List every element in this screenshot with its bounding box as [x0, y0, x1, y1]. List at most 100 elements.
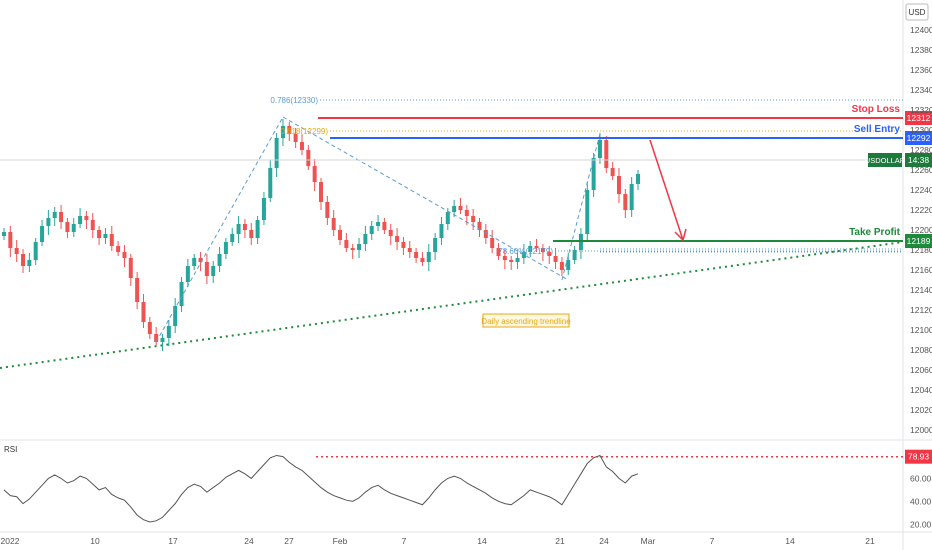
candle-body [299, 142, 304, 150]
annotation-box [482, 313, 570, 328]
price-tick-label: 12060 [910, 365, 932, 375]
candle-body [65, 222, 70, 232]
annotation-label: Daily ascending trendline [481, 317, 571, 326]
candle-body [236, 224, 241, 234]
level-label: Sell Entry [854, 124, 901, 135]
candle-body [591, 158, 596, 190]
level-label: Stop Loss [852, 104, 901, 115]
candle-body [312, 166, 317, 182]
candle-body [293, 134, 298, 142]
candle-body [192, 258, 197, 266]
candle-body [306, 150, 311, 166]
level-price-tag [905, 131, 932, 145]
candle-body [280, 126, 285, 138]
candle-body [173, 306, 178, 326]
candle-body [249, 230, 254, 238]
time-tick-label: 2022 [1, 536, 20, 546]
level-price-tag [905, 234, 932, 248]
candle-body [319, 182, 323, 202]
level-price-tag [905, 111, 932, 125]
fib-level-label: 0.618(12299) [280, 127, 328, 136]
candle-body [369, 226, 374, 234]
candle-body [274, 138, 279, 168]
candle-body [204, 262, 209, 276]
rsi-tick-label: 20.00 [910, 519, 932, 529]
candle-body [597, 140, 602, 158]
price-tick-label: 12300 [910, 125, 932, 135]
rsi-level-tag-text: 78.93 [908, 452, 930, 462]
candle-body [255, 220, 260, 238]
rsi-level-tag [905, 449, 932, 464]
candle-body [166, 326, 171, 338]
level-price-tag-text: 12292 [907, 133, 931, 143]
price-tick-label: 12220 [910, 205, 932, 215]
candle-body [217, 254, 222, 266]
price-tick-label: 12180 [910, 245, 932, 255]
candle-body [33, 242, 38, 260]
candle-body [344, 240, 349, 248]
time-tag [905, 153, 932, 167]
rsi-tick-label: 40.00 [910, 496, 932, 506]
candle-body [616, 176, 621, 194]
overlay-layer: 0.786(12330) 0.618(12299) 78.60%(12179) Sto… [0, 96, 932, 343]
time-axis: 2022 10 17 24 27 Feb 7 14 21 24 Mar 7 14 21 [1, 536, 875, 546]
candle-body [128, 258, 133, 278]
price-tick-label: 12100 [910, 325, 932, 335]
candle-body [141, 302, 146, 322]
candle-body [483, 230, 488, 238]
candle-body [198, 258, 203, 262]
candle-body [331, 218, 336, 230]
candle-body [84, 216, 89, 220]
time-tick-label: 7 [710, 536, 715, 546]
symbol-tag [868, 153, 902, 167]
price-tick-label: 12240 [910, 185, 932, 195]
price-tick-label: 12040 [910, 385, 932, 395]
candle-body [21, 254, 26, 266]
price-tick-label: 12340 [910, 85, 932, 95]
candle-body [14, 248, 19, 254]
fib-level-label: 0.786(12330) [270, 96, 318, 105]
candle-body [27, 260, 32, 266]
time-tick-label: 24 [599, 536, 609, 546]
time-tick-label: 27 [284, 536, 294, 546]
candle-body [147, 322, 152, 334]
candle-body [122, 252, 127, 258]
candle-body [502, 256, 507, 260]
candle-body [445, 212, 450, 224]
candle-body [636, 174, 640, 184]
candle-body [559, 262, 564, 270]
candle-body [534, 246, 539, 248]
price-tick-label: 12120 [910, 305, 932, 315]
fib-level-label: 78.60%(12179) [498, 247, 553, 256]
price-tick-label: 12000 [910, 425, 932, 435]
candle-body [2, 232, 6, 236]
rsi-panel: RSI 20.00 40.00 60.00 78.93 [3, 445, 932, 529]
candle-body [439, 224, 444, 238]
price-tick-label: 12200 [910, 225, 932, 235]
candle-body [8, 232, 13, 248]
candle-body [350, 248, 355, 250]
candle-body [287, 126, 292, 134]
rsi-tick-label: 60.00 [910, 473, 932, 483]
price-tick-label: 12020 [910, 405, 932, 415]
ascending-trendline [0, 241, 904, 369]
candle-body [78, 216, 83, 224]
time-tick-label: 17 [168, 536, 178, 546]
candle-body [496, 248, 501, 256]
candle-body [116, 246, 121, 252]
candle-body [40, 226, 45, 242]
candle-body [490, 238, 495, 248]
level-label: Take Profit [849, 227, 901, 238]
candle-body [261, 198, 266, 220]
candle-body [154, 334, 159, 342]
time-tick-label: 21 [555, 536, 565, 546]
candle-body [528, 246, 533, 252]
candle-body [109, 234, 114, 246]
candle-body [90, 220, 95, 230]
price-tick-label: 12260 [910, 165, 932, 175]
time-tick-label: 14 [477, 536, 487, 546]
price-tick-label: 12380 [910, 45, 932, 55]
candle-body [363, 234, 368, 244]
time-tick-label: 21 [865, 536, 875, 546]
candle-body [268, 168, 273, 198]
